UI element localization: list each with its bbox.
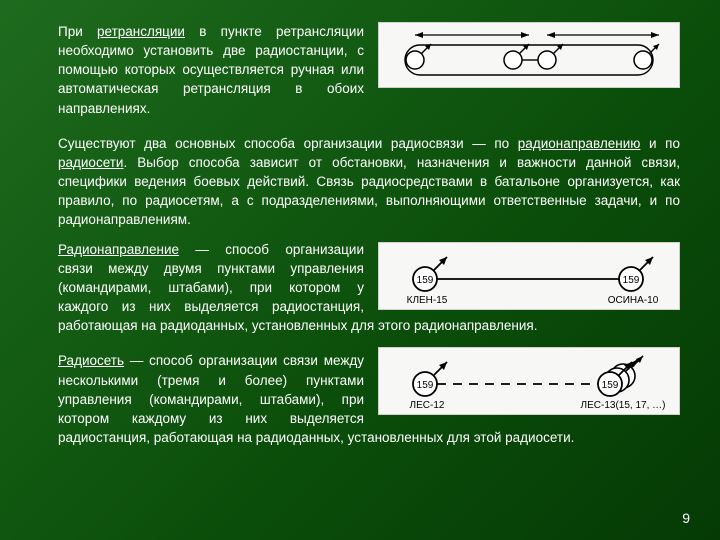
station-label-left: ЛЕС-12 — [410, 400, 445, 411]
figure-radio-net: 159 ЛЕС-12 159 ЛЕС-13(15, 17, …) — [378, 347, 680, 415]
paragraph-methods: Существуют два основных способа организа… — [58, 134, 680, 230]
page-number: 9 — [682, 510, 690, 526]
station-label-right: ЛЕС-13(15, 17, …) — [581, 400, 666, 411]
keyword-radio-direction-def: Радионаправление — [58, 242, 179, 257]
slide: При ретрансляции в пункте ретрансляции н… — [0, 0, 720, 540]
text: При — [58, 24, 97, 39]
figure-radio-direction: 159 КЛЕН-15 159 ОСИНА-10 — [378, 242, 680, 310]
keyword-retransmission: ретрансляции — [97, 24, 185, 39]
station-label-left: КЛЕН-15 — [407, 295, 448, 306]
figure-retransmission — [378, 22, 680, 88]
station-label-right: ОСИНА-10 — [608, 295, 659, 306]
keyword-radio-net: радиосети — [58, 155, 123, 170]
text: и по — [640, 136, 680, 151]
freq-label: 159 — [623, 275, 640, 286]
text: Существуют два основных способа организа… — [58, 136, 518, 151]
text: . Выбор способа зависит от обстановки, н… — [58, 155, 680, 227]
freq-label: 159 — [602, 380, 619, 391]
keyword-radio-direction: радионаправлению — [518, 136, 641, 151]
freq-label: 159 — [417, 380, 434, 391]
freq-label: 159 — [417, 275, 434, 286]
keyword-radio-net-def: Радиосеть — [58, 353, 124, 368]
